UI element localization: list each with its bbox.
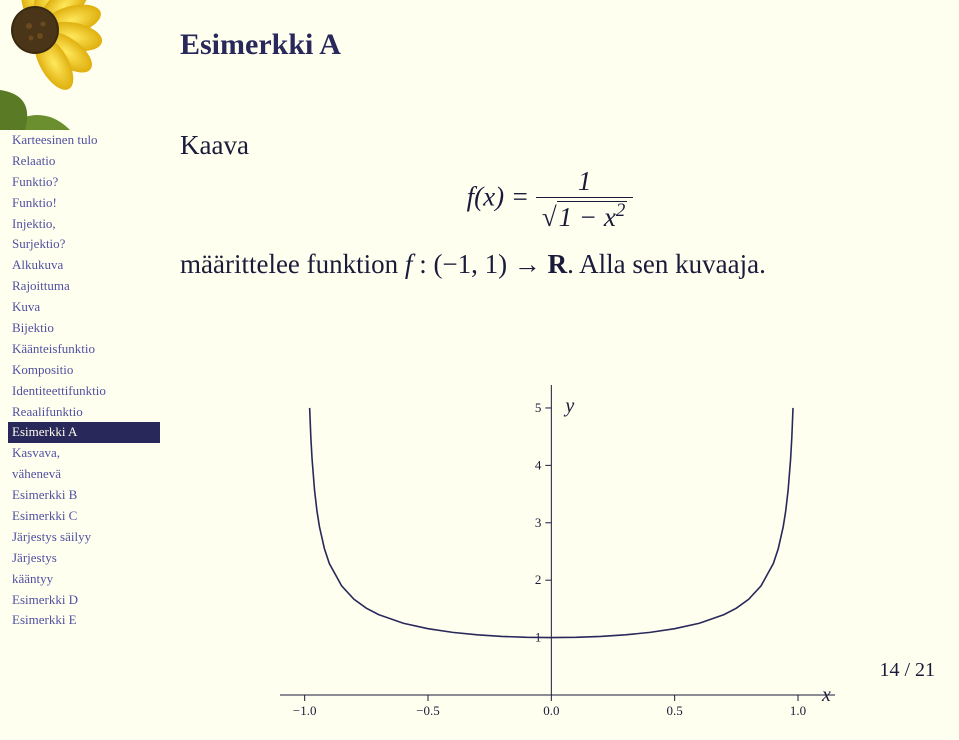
sidebar-item[interactable]: Esimerkki B xyxy=(8,485,160,506)
sidebar-item[interactable]: Funktio? xyxy=(8,172,160,193)
sidebar-item[interactable]: Rajoittuma xyxy=(8,276,160,297)
sidebar-item[interactable]: Kasvava, xyxy=(8,443,160,464)
sidebar-item[interactable]: Käänteisfunktio xyxy=(8,339,160,360)
sidebar-item[interactable]: Esimerkki A xyxy=(8,422,160,443)
page-title: Esimerkki A xyxy=(180,28,341,62)
corner-ornament xyxy=(0,0,150,130)
sidebar-nav: Karteesinen tuloRelaatioFunktio?Funktio!… xyxy=(0,130,160,631)
svg-text:5: 5 xyxy=(535,400,542,415)
formula-numerator: 1 xyxy=(536,166,634,198)
sidebar-item[interactable]: Esimerkki E xyxy=(8,610,160,631)
sidebar-item[interactable]: Esimerkki D xyxy=(8,590,160,611)
sidebar-item[interactable]: Injektio, xyxy=(8,214,160,235)
sidebar-item[interactable]: Karteesinen tulo xyxy=(8,130,160,151)
sidebar-item[interactable]: Esimerkki C xyxy=(8,506,160,527)
sidebar-item[interactable]: Reaalifunktio xyxy=(8,402,160,423)
formula: f(x) = 1√1 − x2 xyxy=(180,166,920,233)
function-graph: −1.0−0.50.00.51.012345yx xyxy=(225,375,865,735)
formula-fraction: 1√1 − x2 xyxy=(536,166,634,233)
svg-text:1.0: 1.0 xyxy=(790,703,806,718)
sidebar-item[interactable]: Kompositio xyxy=(8,360,160,381)
svg-text:−0.5: −0.5 xyxy=(416,703,440,718)
svg-text:x: x xyxy=(821,684,831,706)
formula-denominator: √1 − x2 xyxy=(536,198,634,233)
sidebar-item[interactable]: Kuva xyxy=(8,297,160,318)
sidebar-item[interactable]: Surjektio? xyxy=(8,234,160,255)
svg-text:3: 3 xyxy=(535,515,542,530)
svg-text:−1.0: −1.0 xyxy=(293,703,317,718)
kaava-label: Kaava xyxy=(180,130,249,161)
sidebar-item[interactable]: Relaatio xyxy=(8,151,160,172)
sidebar-item[interactable]: vähenevä xyxy=(8,464,160,485)
sidebar-item[interactable]: Alkukuva xyxy=(8,255,160,276)
main-content: Kaava f(x) = 1√1 − x2 määrittelee funkti… xyxy=(180,130,920,284)
sidebar-item[interactable]: Funktio! xyxy=(8,193,160,214)
sidebar-item[interactable]: kääntyy xyxy=(8,569,160,590)
svg-text:4: 4 xyxy=(535,457,542,472)
sidebar-item[interactable]: Bijektio xyxy=(8,318,160,339)
svg-text:0.0: 0.0 xyxy=(543,703,559,718)
sidebar-item[interactable]: Identiteettifunktio xyxy=(8,381,160,402)
sidebar-item[interactable]: Järjestys säilyy xyxy=(8,527,160,548)
svg-text:0.5: 0.5 xyxy=(667,703,683,718)
svg-text:y: y xyxy=(563,395,574,417)
page-number: 14 / 21 xyxy=(879,659,935,682)
svg-text:2: 2 xyxy=(535,572,542,587)
sidebar-item[interactable]: Järjestys xyxy=(8,548,160,569)
definition-text: määrittelee funktion f : (−1, 1) → R. Al… xyxy=(180,245,920,284)
formula-lhs: f(x) = xyxy=(467,182,536,212)
